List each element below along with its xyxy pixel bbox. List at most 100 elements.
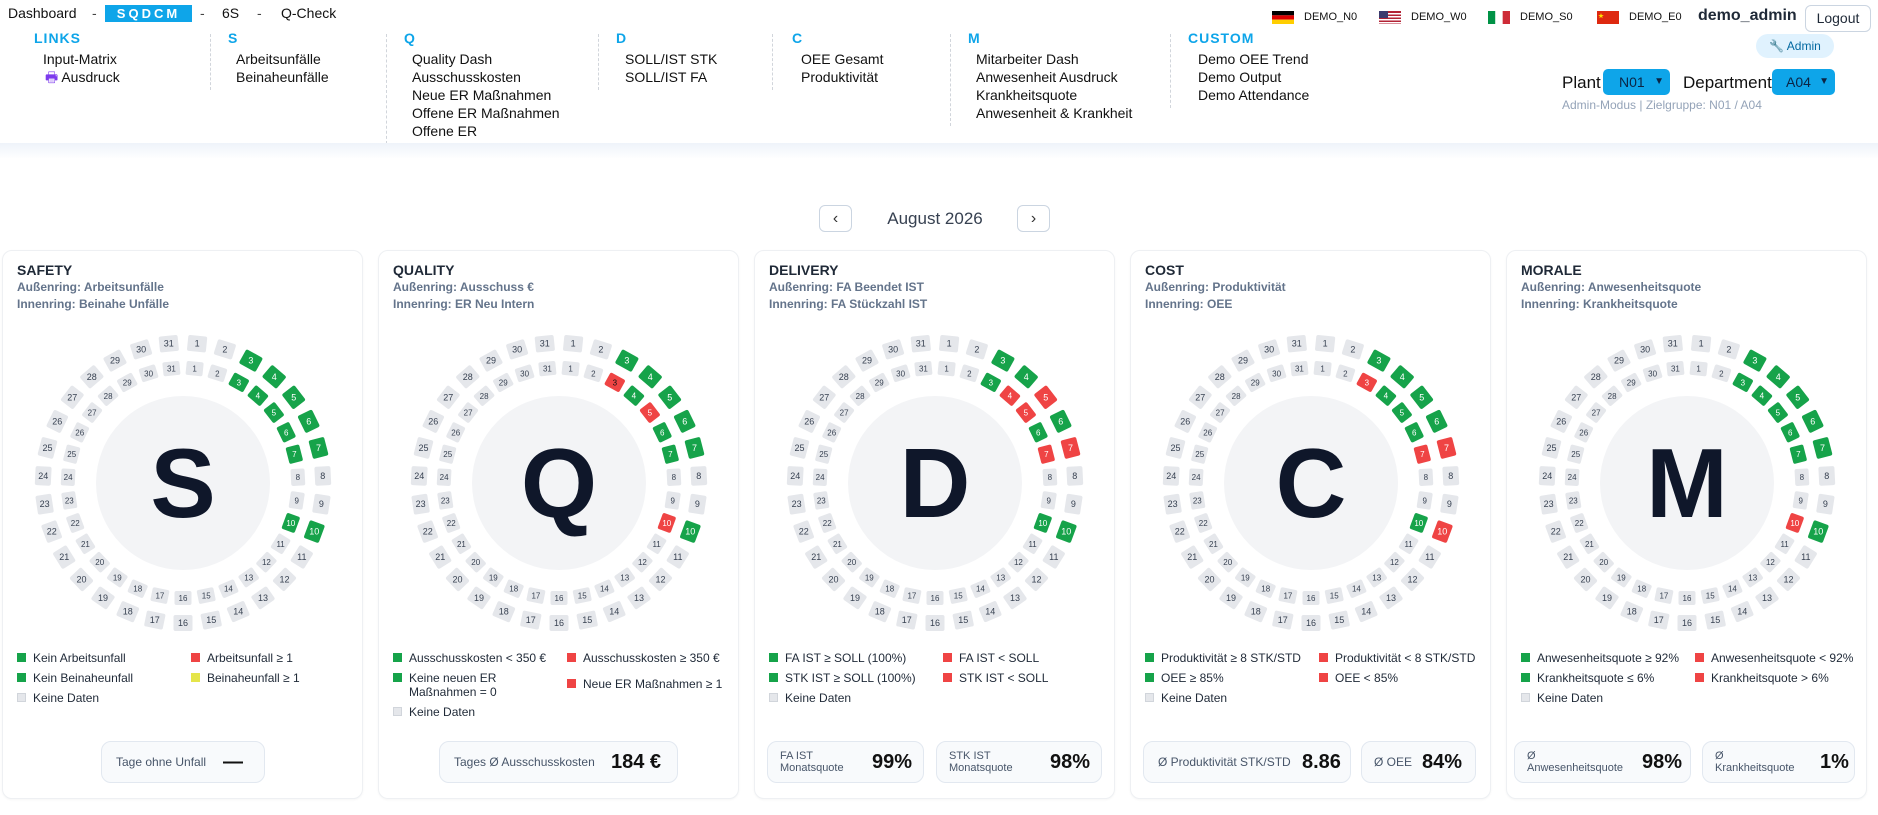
inner-ring-day-31[interactable]: 31 (162, 360, 181, 377)
outer-ring-day-12[interactable]: 12 (272, 567, 297, 592)
inner-ring-day-17[interactable]: 17 (1654, 587, 1674, 604)
menu-link-soll-ist-stk[interactable]: SOLL/IST STK (625, 51, 718, 67)
inner-ring-day-2[interactable]: 2 (1335, 364, 1356, 383)
outer-ring-day-14[interactable]: 14 (978, 601, 1002, 623)
inner-ring-day-19[interactable]: 19 (1610, 567, 1632, 588)
outer-ring-day-11[interactable]: 11 (1794, 545, 1818, 570)
inner-ring-day-26[interactable]: 26 (446, 422, 466, 443)
outer-ring-day-10[interactable]: 10 (680, 520, 702, 543)
outer-ring-day-7[interactable]: 7 (1060, 437, 1081, 459)
inner-ring-day-11[interactable]: 11 (270, 533, 291, 555)
inner-ring-day-11[interactable]: 11 (646, 533, 667, 555)
inner-ring-day-29[interactable]: 29 (868, 372, 890, 393)
outer-ring-day-17[interactable]: 17 (1272, 610, 1294, 630)
outer-ring-day-27[interactable]: 27 (1188, 385, 1212, 410)
outer-ring-day-12[interactable]: 12 (1024, 567, 1049, 592)
outer-ring-day-3[interactable]: 3 (239, 349, 263, 372)
outer-ring-day-31[interactable]: 31 (534, 334, 556, 353)
outer-ring-day-2[interactable]: 2 (1341, 339, 1364, 360)
inner-ring-day-31[interactable]: 31 (538, 360, 557, 377)
inner-ring-day-16[interactable]: 16 (1302, 591, 1320, 605)
inner-ring-day-15[interactable]: 15 (1700, 587, 1720, 604)
outer-ring-day-8[interactable]: 8 (1818, 466, 1836, 486)
inner-ring-day-14[interactable]: 14 (970, 579, 991, 599)
outer-ring-day-21[interactable]: 21 (1180, 545, 1204, 570)
outer-ring-day-1[interactable]: 1 (1691, 334, 1712, 353)
inner-ring-day-25[interactable]: 25 (1191, 444, 1209, 464)
outer-ring-day-1[interactable]: 1 (1315, 334, 1336, 353)
inner-ring-day-31[interactable]: 31 (1666, 360, 1685, 377)
outer-ring-day-12[interactable]: 12 (1400, 567, 1425, 592)
inner-ring-day-13[interactable]: 13 (1366, 567, 1388, 588)
outer-ring-day-20[interactable]: 20 (445, 567, 470, 592)
outer-ring-day-29[interactable]: 29 (855, 349, 879, 372)
outer-ring-day-28[interactable]: 28 (455, 365, 480, 390)
inner-ring-day-3[interactable]: 3 (1356, 372, 1378, 392)
inner-ring-day-28[interactable]: 28 (473, 385, 495, 407)
inner-ring-day-17[interactable]: 17 (150, 587, 170, 604)
outer-ring-day-30[interactable]: 30 (130, 339, 153, 360)
outer-ring-day-11[interactable]: 11 (1042, 545, 1066, 570)
admin-button[interactable]: 🔧 Admin (1756, 34, 1834, 58)
inner-ring-day-1[interactable]: 1 (561, 360, 580, 377)
outer-ring-day-29[interactable]: 29 (1607, 349, 1631, 372)
inner-ring-day-3[interactable]: 3 (1732, 372, 1754, 392)
outer-ring-day-12[interactable]: 12 (648, 567, 673, 592)
inner-ring-day-26[interactable]: 26 (1198, 422, 1218, 443)
inner-ring-day-15[interactable]: 15 (572, 587, 592, 604)
inner-ring-day-5[interactable]: 5 (263, 402, 284, 424)
outer-ring-day-21[interactable]: 21 (428, 545, 452, 570)
menu-link-soll-ist-fa[interactable]: SOLL/IST FA (625, 69, 708, 85)
outer-ring-day-17[interactable]: 17 (896, 610, 918, 630)
inner-ring-day-28[interactable]: 28 (97, 385, 119, 407)
outer-ring-day-26[interactable]: 26 (1174, 409, 1197, 433)
outer-ring-day-13[interactable]: 13 (627, 586, 652, 610)
outer-ring-day-7[interactable]: 7 (1436, 437, 1457, 459)
outer-ring-day-13[interactable]: 13 (1755, 586, 1780, 610)
inner-ring-day-18[interactable]: 18 (127, 579, 148, 599)
outer-ring-day-24[interactable]: 24 (34, 466, 52, 486)
inner-ring-day-23[interactable]: 23 (813, 491, 830, 510)
outer-ring-day-8[interactable]: 8 (1066, 466, 1084, 486)
outer-ring-day-26[interactable]: 26 (1550, 409, 1573, 433)
inner-ring-day-20[interactable]: 20 (1217, 551, 1239, 573)
outer-ring-day-15[interactable]: 15 (200, 610, 222, 630)
outer-ring-day-6[interactable]: 6 (1425, 409, 1448, 433)
outer-ring-day-24[interactable]: 24 (410, 466, 428, 486)
inner-ring-day-12[interactable]: 12 (1007, 551, 1029, 573)
inner-ring-day-21[interactable]: 21 (1579, 533, 1600, 555)
inner-ring-day-12[interactable]: 12 (631, 551, 653, 573)
outer-ring-day-11[interactable]: 11 (290, 545, 314, 570)
outer-ring-day-22[interactable]: 22 (1545, 520, 1567, 543)
inner-ring-day-5[interactable]: 5 (1391, 402, 1412, 424)
inner-ring-day-18[interactable]: 18 (1631, 579, 1652, 599)
outer-ring-day-13[interactable]: 13 (1003, 586, 1028, 610)
inner-ring-day-31[interactable]: 31 (1290, 360, 1309, 377)
inner-ring-day-9[interactable]: 9 (1040, 491, 1057, 510)
inner-ring-day-21[interactable]: 21 (75, 533, 96, 555)
inner-ring-day-30[interactable]: 30 (514, 364, 535, 383)
outer-ring-day-24[interactable]: 24 (1538, 466, 1556, 486)
outer-ring-day-24[interactable]: 24 (1162, 466, 1180, 486)
outer-ring-day-8[interactable]: 8 (314, 466, 332, 486)
department-select[interactable]: A04 ▼ (1772, 69, 1835, 95)
menu-link-arbeitsunfaelle[interactable]: Arbeitsunfälle (236, 51, 321, 67)
outer-ring-day-14[interactable]: 14 (1354, 601, 1378, 623)
inner-ring-day-17[interactable]: 17 (526, 587, 546, 604)
inner-ring-day-22[interactable]: 22 (442, 513, 461, 534)
outer-ring-day-18[interactable]: 18 (116, 601, 140, 623)
nav-6s[interactable]: 6S (222, 5, 240, 21)
inner-ring-day-25[interactable]: 25 (439, 444, 457, 464)
inner-ring-day-14[interactable]: 14 (594, 579, 615, 599)
outer-ring-day-15[interactable]: 15 (1704, 610, 1726, 630)
inner-ring-day-24[interactable]: 24 (60, 468, 76, 486)
inner-ring-day-28[interactable]: 28 (1225, 385, 1247, 407)
outer-ring-day-2[interactable]: 2 (213, 339, 236, 360)
menu-link-offene-er[interactable]: Offene ER (412, 123, 478, 139)
inner-ring-day-19[interactable]: 19 (1234, 567, 1256, 588)
inner-ring-day-6[interactable]: 6 (276, 422, 296, 443)
outer-ring-day-29[interactable]: 29 (479, 349, 503, 372)
inner-ring-day-29[interactable]: 29 (1620, 372, 1642, 393)
outer-ring-day-25[interactable]: 25 (1541, 437, 1562, 459)
outer-ring-day-6[interactable]: 6 (1049, 409, 1072, 433)
